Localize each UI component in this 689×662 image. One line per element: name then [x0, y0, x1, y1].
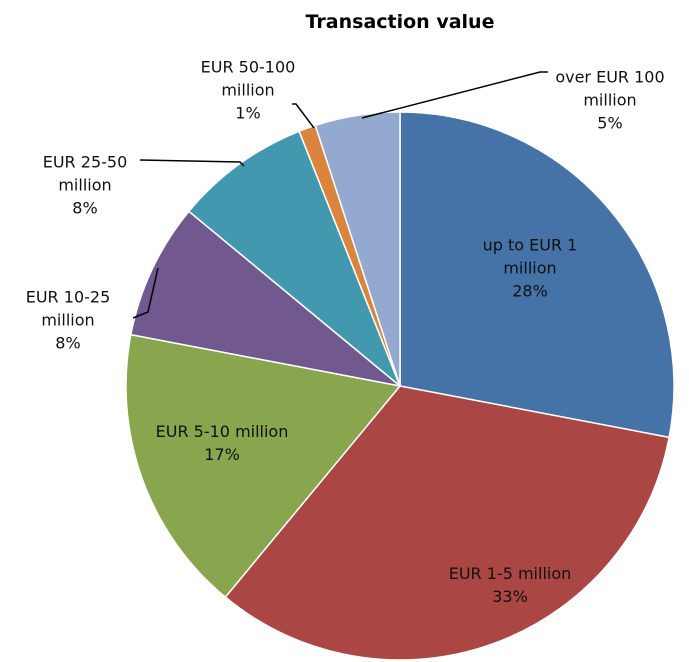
value-label: 28%: [512, 281, 548, 301]
slice-label: EUR 5-10 million 17%: [122, 420, 322, 466]
leader-line: [139, 159, 245, 167]
slice-label: over EUR 100 million 5%: [550, 66, 670, 135]
value-label: 8%: [55, 333, 81, 353]
slice-label: EUR 50-100 million 1%: [193, 56, 303, 125]
value-label: 1%: [235, 103, 261, 123]
category-label: EUR 25-50 million: [42, 152, 128, 195]
pie-slice: [314, 111, 401, 387]
leader-line: [132, 267, 159, 319]
slice-label: up to EUR 1 million 28%: [465, 234, 595, 303]
value-label: 5%: [597, 113, 623, 133]
value-label: 17%: [204, 445, 240, 464]
value-label: 8%: [72, 198, 98, 218]
pie-slice: [224, 385, 671, 661]
slice-label: EUR 1-5 million 33%: [410, 562, 610, 608]
leader-line: [292, 103, 315, 129]
leader-line: [361, 71, 548, 119]
value-label: 33%: [492, 587, 528, 606]
pie-slice: [187, 130, 401, 387]
pie-slice: [129, 210, 401, 387]
leader-lines: [132, 71, 548, 319]
category-label: EUR 50-100 million: [200, 57, 296, 100]
chart-title: Transaction value: [305, 11, 495, 33]
category-label: EUR 10-25 million: [25, 287, 111, 330]
pie-slice: [399, 111, 675, 439]
pie-slice: [125, 333, 402, 599]
slice-label: EUR 25-50 million 8%: [30, 151, 140, 220]
category-label: EUR 5-10 million: [155, 422, 289, 441]
category-label: up to EUR 1 million: [482, 235, 578, 278]
slice-label: EUR 10-25 million 8%: [13, 286, 123, 355]
category-label: EUR 1-5 million: [448, 564, 572, 583]
category-label: over EUR 100 million: [555, 67, 665, 110]
